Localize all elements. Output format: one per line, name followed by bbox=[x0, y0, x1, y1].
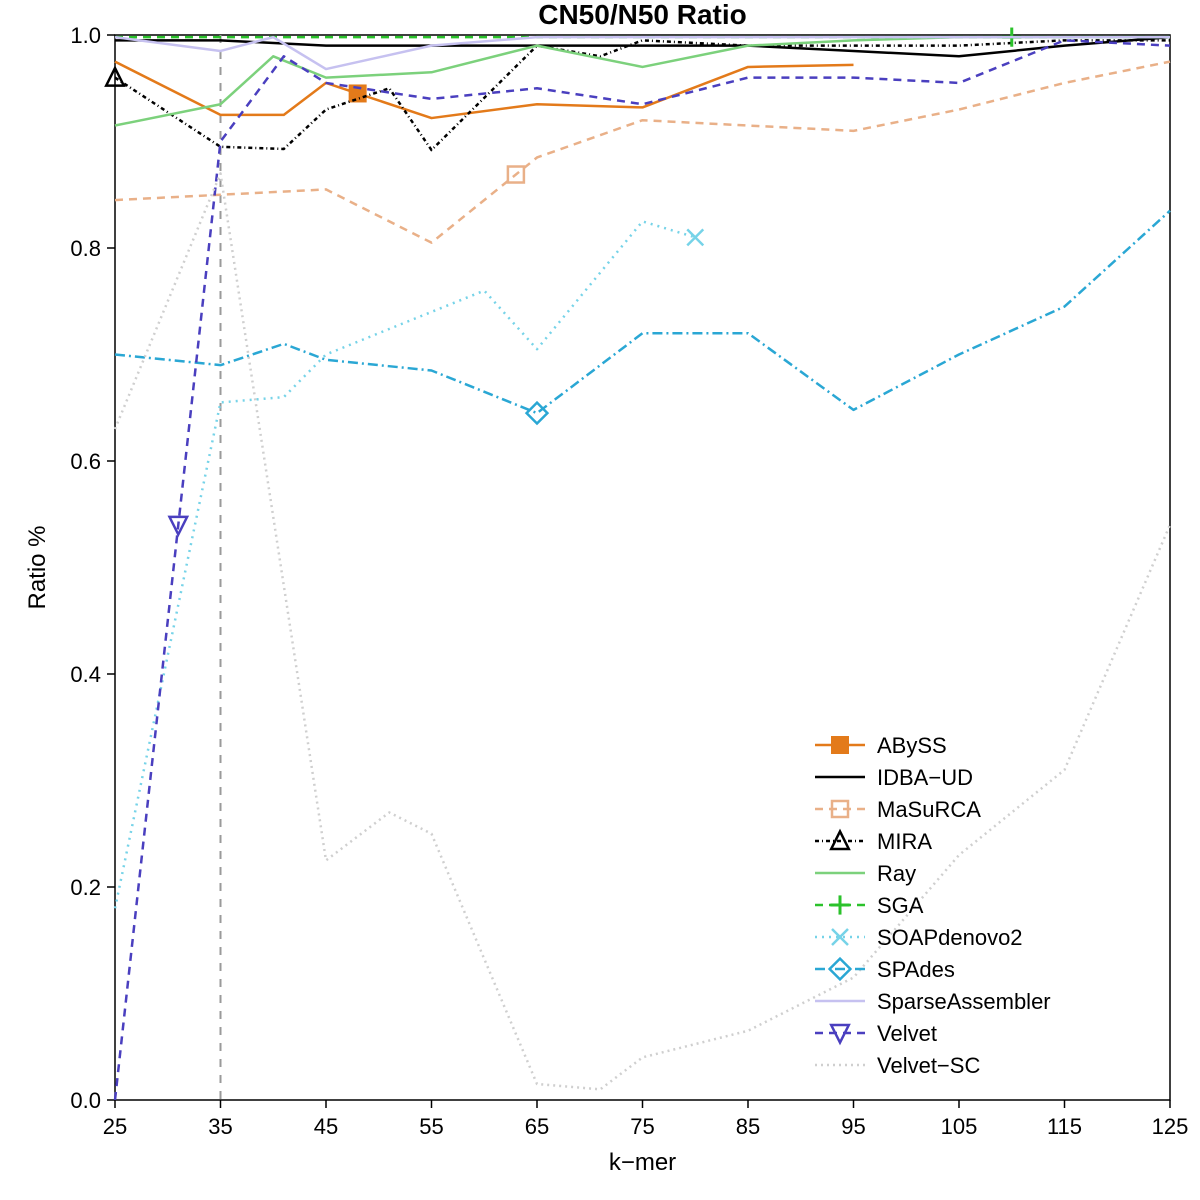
legend-label: SOAPdenovo2 bbox=[877, 925, 1023, 950]
marker-square bbox=[832, 737, 848, 753]
x-tick-label: 45 bbox=[314, 1114, 338, 1139]
series-line bbox=[115, 221, 695, 908]
x-tick-label: 55 bbox=[419, 1114, 443, 1139]
x-tick-label: 105 bbox=[941, 1114, 978, 1139]
chart-title: CN50/N50 Ratio bbox=[538, 0, 747, 30]
legend-label: SparseAssembler bbox=[877, 989, 1051, 1014]
marker-diamond bbox=[527, 403, 548, 424]
x-tick-label: 75 bbox=[630, 1114, 654, 1139]
x-tick-label: 25 bbox=[103, 1114, 127, 1139]
x-tick-label: 115 bbox=[1047, 1114, 1082, 1139]
legend-label: IDBA−UD bbox=[877, 765, 973, 790]
chart-container: CN50/N50 Ratio 25 35 45 55 65 75 85 95 105 115 125 0… bbox=[0, 0, 1200, 1200]
y-tick-label: 1.0 bbox=[70, 23, 101, 48]
legend-label: ABySS bbox=[877, 733, 947, 758]
series-line bbox=[115, 62, 854, 118]
y-tick-label: 0.8 bbox=[70, 236, 101, 261]
legend-label: Velvet−SC bbox=[877, 1053, 980, 1078]
x-tick-label: 85 bbox=[736, 1114, 760, 1139]
y-axis-label: Ratio % bbox=[24, 525, 51, 609]
x-tick-label: 65 bbox=[525, 1114, 549, 1139]
x-axis-label: k−mer bbox=[609, 1149, 676, 1176]
legend-label: MaSuRCA bbox=[877, 797, 981, 822]
y-tick-label: 0.2 bbox=[70, 875, 101, 900]
y-tick-label: 0.4 bbox=[70, 662, 101, 687]
legend-label: MIRA bbox=[877, 829, 932, 854]
series-line bbox=[115, 211, 1170, 413]
x-tick-label: 125 bbox=[1152, 1114, 1189, 1139]
legend-label: SPAdes bbox=[877, 957, 955, 982]
series-line bbox=[115, 62, 1170, 243]
line-chart-svg: CN50/N50 Ratio 25 35 45 55 65 75 85 95 105 115 125 0… bbox=[0, 0, 1200, 1200]
y-tick-label: 0.0 bbox=[70, 1088, 101, 1113]
x-tick-label: 35 bbox=[208, 1114, 232, 1139]
y-tick-label: 0.6 bbox=[70, 449, 101, 474]
legend-label: Velvet bbox=[877, 1021, 937, 1046]
legend-label: SGA bbox=[877, 893, 924, 918]
x-tick-label: 95 bbox=[841, 1114, 865, 1139]
legend-label: Ray bbox=[877, 861, 916, 886]
series-line bbox=[115, 173, 1170, 1089]
